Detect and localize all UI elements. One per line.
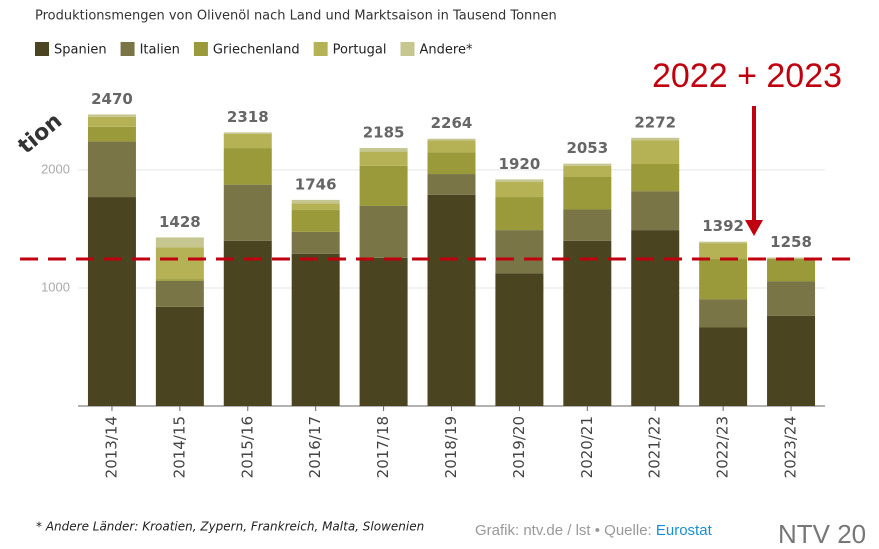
x-tick-label: 2022/23 [714, 416, 732, 478]
total-label: 2264 [431, 114, 473, 132]
x-tick-label: 2019/20 [510, 416, 528, 478]
credit: Grafik: ntv.de / lst • Quelle: Eurostat [475, 522, 713, 539]
legend-swatch [400, 42, 415, 56]
bar-segment [291, 199, 340, 204]
total-label: 2470 [91, 90, 133, 108]
bar-segment [155, 279, 204, 281]
total-label: 2272 [634, 113, 676, 131]
bar-segment [495, 181, 544, 198]
legend-swatch [313, 42, 328, 56]
footnote: * Andere Länder: Kroatien, Zypern, Frank… [36, 520, 424, 534]
bar-segment [631, 137, 680, 141]
y-tick-label: 2000 [41, 161, 70, 176]
bar-segment [223, 132, 272, 134]
bar-segment [291, 253, 340, 406]
bar-segment [359, 257, 408, 406]
x-tick-label: 2017/18 [374, 416, 392, 478]
bar-segment [359, 151, 408, 166]
legend-label: Andere* [420, 43, 473, 58]
annotation: 2022 + 2023 [652, 57, 842, 95]
total-label: 1920 [499, 155, 541, 173]
legend-label: Italien [140, 43, 180, 58]
x-tick-label: 2021/22 [646, 416, 664, 478]
bar-segment [631, 140, 680, 165]
bar-segment [563, 176, 612, 210]
x-tick-label: 2018/19 [442, 416, 460, 478]
x-tick-label: 2020/21 [578, 416, 596, 478]
bar-segment [699, 243, 748, 260]
bar-segment [495, 230, 544, 274]
bar-segment [427, 140, 476, 153]
total-label: 2318 [227, 108, 269, 126]
bar-segment [495, 179, 544, 182]
bar-segment [155, 247, 204, 280]
x-tick-label: 2013/14 [102, 416, 120, 478]
total-label: 1392 [702, 217, 744, 235]
x-tick-label: 2023/24 [782, 416, 800, 478]
bar-segment [427, 194, 476, 406]
bar-segment [155, 306, 204, 406]
bar-segment [291, 210, 340, 232]
bar-segment [359, 148, 408, 152]
bar-segment [427, 138, 476, 141]
source-link[interactable]: Eurostat [656, 522, 713, 539]
arrow-head [745, 220, 763, 236]
bar-segment [87, 114, 136, 117]
bar-segment [87, 126, 136, 142]
bar-segment [223, 240, 272, 406]
total-label: 2185 [363, 124, 405, 142]
total-label: 2053 [566, 139, 608, 157]
bar-segment [767, 315, 816, 406]
chart-title: Produktionsmengen von Olivenöl nach Land… [35, 9, 557, 24]
x-tick-label: 2014/15 [170, 416, 188, 478]
total-label: 1428 [159, 213, 201, 231]
bar-segment [563, 163, 612, 166]
bar-segment [631, 230, 680, 406]
bar-segment [223, 184, 272, 241]
bar-segment [767, 259, 816, 282]
bar-segment [767, 281, 816, 316]
bar-segment [631, 191, 680, 231]
bar-segment [155, 280, 204, 307]
bar-segment [631, 164, 680, 192]
bar-segment [223, 148, 272, 185]
legend-label: Spanien [54, 43, 107, 58]
bar-segment [495, 273, 544, 406]
bar-segment [291, 203, 340, 211]
x-tick-label: 2016/17 [306, 416, 324, 478]
bar-segment [155, 237, 204, 248]
bar-segment [563, 209, 612, 241]
legend-swatch [193, 42, 208, 56]
bar-segment [699, 299, 748, 328]
bar-segment [563, 240, 612, 406]
bar-segment [87, 197, 136, 406]
total-label: 1746 [295, 175, 337, 193]
legend-swatch [35, 42, 49, 56]
bar-segment [359, 165, 408, 206]
bar-segment [223, 133, 272, 149]
bar-segment [427, 152, 476, 175]
x-tick-label: 2015/16 [238, 416, 256, 478]
bar-segment [87, 141, 136, 198]
legend-label: Griechenland [213, 43, 300, 58]
bar-segment [291, 231, 340, 254]
bar-segment [699, 241, 748, 244]
legend-label: Portugal [333, 43, 387, 58]
bar-segment [427, 174, 476, 195]
bar-segment [359, 205, 408, 258]
legend-swatch [120, 42, 135, 56]
y-tick-label: 1000 [41, 279, 70, 294]
total-label: 1258 [770, 233, 812, 251]
bar-segment [699, 259, 748, 300]
credit-text: Grafik: ntv.de / lst • Quelle: [475, 522, 656, 539]
bar-segment [699, 327, 748, 406]
bar-segment [563, 165, 612, 177]
bar-segment [87, 116, 136, 127]
bar-segment [495, 197, 544, 231]
watermark: NTV 20 [778, 519, 866, 549]
